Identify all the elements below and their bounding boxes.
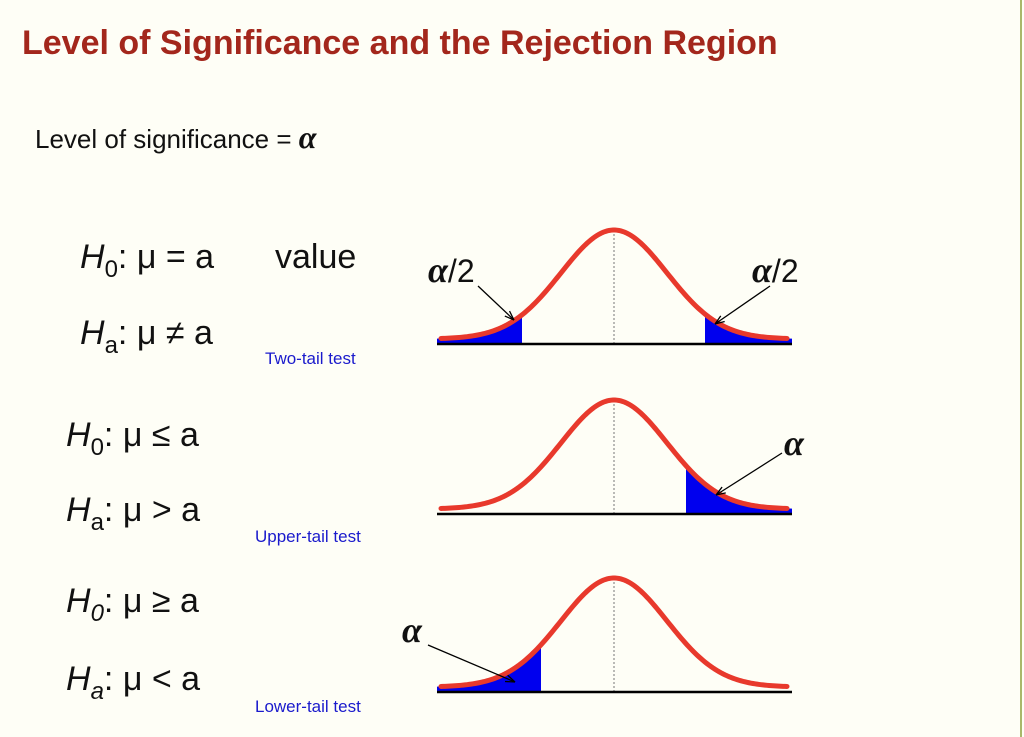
hypothesis: H0: μ ≥ a	[66, 582, 199, 627]
normal-curve	[438, 227, 790, 341]
arrow-head	[504, 310, 515, 321]
arrow-head	[714, 315, 725, 325]
arrow	[427, 644, 516, 683]
tail-alpha: α	[402, 610, 423, 650]
hypothesis-subscript: 0	[105, 256, 118, 283]
test-name: Lower-tail test	[255, 697, 361, 716]
hypothesis-symbol: H	[66, 416, 91, 454]
hypothesis-subscript: 0	[91, 434, 104, 461]
tail-label: α	[784, 423, 805, 463]
hypothesis-symbol: H	[66, 582, 91, 620]
hypothesis-relation: : μ > a	[104, 491, 200, 529]
hypothesis-symbol: H	[80, 314, 105, 352]
alpha-symbol: α	[299, 119, 318, 155]
hypothesis: Ha: μ < a	[66, 660, 200, 705]
hypothesis-symbol: H	[66, 491, 91, 529]
tail-label: α/2	[752, 250, 799, 290]
normal-curve	[438, 397, 790, 511]
hypothesis-relation: : μ = a	[118, 238, 214, 276]
tail-fraction: /2	[448, 253, 475, 289]
hypothesis-symbol: H	[66, 660, 91, 698]
hypothesis: H0: μ = a	[80, 238, 214, 283]
slide-title: Level of Significance and the Rejection …	[22, 24, 778, 62]
rejection-region	[686, 465, 792, 514]
test-name: Two-tail test	[265, 349, 356, 368]
intro: Level of significance = α	[35, 119, 318, 155]
tail-alpha: α	[428, 250, 449, 290]
test-name: Upper-tail test	[255, 527, 361, 546]
arrow-head	[504, 674, 516, 683]
hypothesis-subscript: 0	[91, 600, 105, 627]
intro-text: Level of significance =	[35, 124, 292, 154]
tail-alpha: α	[784, 423, 805, 463]
tail-label: α/2	[428, 250, 475, 290]
hypothesis-subscript: a	[91, 678, 104, 705]
hypothesis: Ha: μ ≠ a	[80, 314, 213, 359]
hypothesis-symbol: H	[80, 238, 105, 276]
rejection-region	[437, 314, 522, 344]
tail-alpha: α	[752, 250, 773, 290]
hypothesis-subscript: a	[91, 509, 105, 536]
normal-curve	[438, 575, 790, 689]
hypothesis-relation: : μ ≥ a	[104, 582, 199, 620]
tail-label: α	[402, 610, 423, 650]
hypothesis-relation: : μ < a	[104, 660, 200, 698]
rejection-region	[705, 314, 792, 344]
arrow	[714, 285, 771, 325]
hypothesis: H0: μ ≤ a	[66, 416, 199, 461]
value-note: value	[275, 238, 356, 276]
hypothesis-relation: : μ ≠ a	[118, 314, 213, 352]
rejection-region	[437, 644, 541, 692]
hypothesis-relation: : μ ≤ a	[104, 416, 199, 454]
tail-fraction: /2	[772, 253, 799, 289]
arrow	[477, 285, 515, 321]
arrow	[715, 452, 783, 496]
hypothesis-subscript: a	[105, 332, 119, 359]
hypothesis: Ha: μ > a	[66, 491, 200, 536]
arrow-head	[715, 486, 726, 496]
